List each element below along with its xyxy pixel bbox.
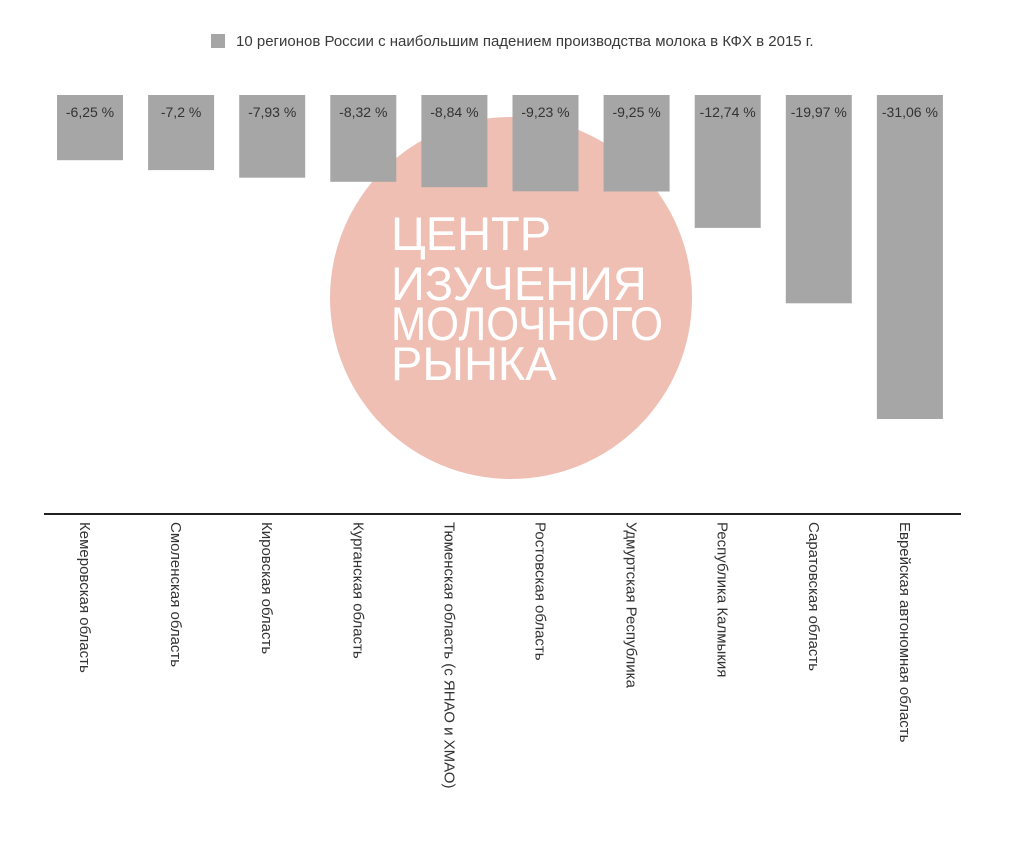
x-tick-label: Удмуртская Республика <box>623 522 640 689</box>
legend-swatch <box>211 34 225 48</box>
bar <box>512 95 579 192</box>
legend: 10 регионов России с наибольшим падением… <box>211 31 814 51</box>
bar <box>239 95 306 178</box>
bar <box>694 95 761 228</box>
watermark-logo: ЦЕНТР ИЗУЧЕНИЯ МОЛОЧНОГО РЫНКА <box>330 117 692 479</box>
data-label: -12,74 % <box>700 104 756 120</box>
data-labels-layer: -6,25 % -7,2 % -7,93 % -8,32 % -8,84 % -9,23 … <box>66 104 938 120</box>
data-label: -19,97 % <box>791 104 847 120</box>
x-tick-label: Кемеровская область <box>76 522 93 673</box>
data-label: -7,93 % <box>248 104 296 120</box>
bar <box>421 95 488 188</box>
x-tick-label: Смоленская область <box>167 522 184 667</box>
bar <box>148 95 215 171</box>
x-tick-label: Республика Калмыкия <box>714 522 731 677</box>
data-label: -7,2 % <box>161 104 201 120</box>
data-label: -9,25 % <box>612 104 660 120</box>
x-tick-labels: Кемеровская область Смоленская область Кир… <box>76 522 913 788</box>
bars-layer <box>57 95 943 419</box>
bar <box>876 95 943 419</box>
x-tick-label: Саратовская область <box>805 522 822 671</box>
data-label: -8,84 % <box>430 104 478 120</box>
bar <box>57 95 123 161</box>
watermark-line-2: ИЗУЧЕНИЯ <box>391 257 647 310</box>
bar <box>330 95 397 182</box>
watermark-line-1: ЦЕНТР <box>391 207 551 260</box>
x-tick-label: Тюменская область (с ЯНАО и ХМАО) <box>440 522 457 788</box>
x-tick-label: Кировская область <box>258 522 275 654</box>
bar <box>785 95 852 304</box>
watermark-circle <box>330 117 692 479</box>
data-label: -6,25 % <box>66 104 114 120</box>
x-tick-label: Еврейская автономная область <box>896 522 913 743</box>
data-label: -31,06 % <box>882 104 938 120</box>
data-label: -8,32 % <box>339 104 387 120</box>
data-label: -9,23 % <box>521 104 569 120</box>
x-tick-label: Курганская область <box>349 522 366 659</box>
x-tick-label: Ростовская область <box>532 522 549 661</box>
watermark-line-4: РЫНКА <box>391 337 557 390</box>
watermark-line-3: МОЛОЧНОГО <box>391 297 663 350</box>
legend-label: 10 регионов России с наибольшим падением… <box>236 32 814 50</box>
bar <box>603 95 670 192</box>
